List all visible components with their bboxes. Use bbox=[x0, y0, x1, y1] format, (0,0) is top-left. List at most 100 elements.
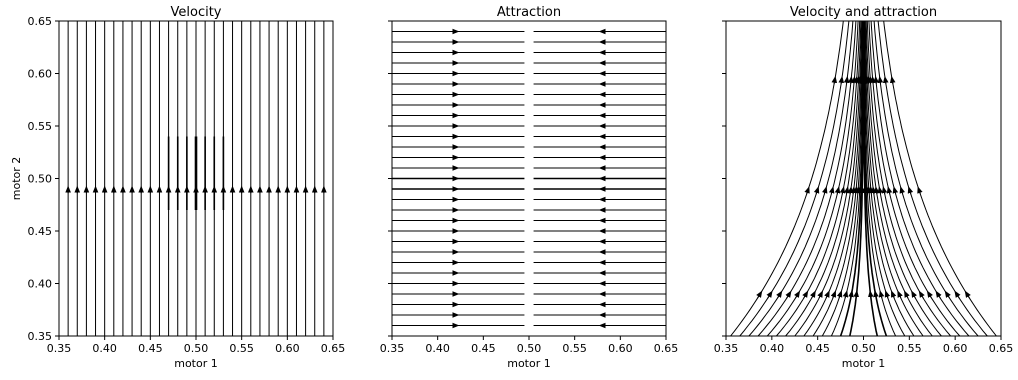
stream-arrow bbox=[853, 190, 854, 195]
panel-1: 0.35 0.40 0.45 0.50 0.55 0.60 0.65 0.35 0.40 0.45… bbox=[10, 5, 345, 370]
streamline bbox=[884, 21, 997, 336]
x-tick-label: 0.55 bbox=[229, 342, 254, 355]
stream-arrow bbox=[837, 190, 838, 195]
stream-arrow bbox=[892, 79, 893, 84]
panel-title: Velocity and attraction bbox=[790, 5, 937, 20]
x-tick-label: 0.35 bbox=[714, 342, 739, 355]
stream-arrow bbox=[812, 293, 815, 298]
stream-arrow bbox=[846, 190, 847, 195]
stream-arrow bbox=[880, 79, 881, 84]
streamline bbox=[740, 21, 849, 336]
streamlines bbox=[68, 21, 324, 336]
stream-arrow bbox=[913, 293, 916, 298]
streamline bbox=[804, 21, 862, 336]
y-tick-label: 0.35 bbox=[28, 330, 53, 343]
stream-arrow bbox=[834, 79, 835, 84]
streamlines bbox=[731, 21, 997, 336]
panel-title: Velocity bbox=[171, 5, 222, 20]
stream-arrow bbox=[947, 293, 950, 298]
stream-arrow bbox=[845, 293, 846, 298]
y-tick-label: 0.50 bbox=[28, 173, 53, 186]
x-tick-label: 0.40 bbox=[760, 342, 785, 355]
x-axis-label: motor 1 bbox=[174, 357, 218, 370]
x-tick-label: 0.45 bbox=[138, 342, 163, 355]
panel-2: 0.35 0.40 0.45 0.50 0.55 0.60 0.65 Attraction mo… bbox=[380, 5, 679, 370]
stream-arrow bbox=[839, 293, 841, 298]
stream-arrow bbox=[929, 293, 932, 298]
x-tick-label: 0.65 bbox=[989, 342, 1014, 355]
x-axis-label: motor 1 bbox=[842, 357, 886, 370]
stream-arrow bbox=[880, 190, 881, 195]
x-tick-label: 0.55 bbox=[897, 342, 922, 355]
stream-arrow bbox=[876, 190, 877, 195]
stream-arrow bbox=[826, 293, 828, 298]
stream-arrow bbox=[833, 293, 835, 298]
streamline bbox=[869, 21, 960, 336]
x-tick-label: 0.40 bbox=[425, 342, 450, 355]
stream-arrow bbox=[757, 293, 760, 298]
stream-arrow bbox=[850, 190, 851, 195]
streamline bbox=[758, 21, 856, 336]
y-axis-label: motor 2 bbox=[10, 157, 23, 201]
x-tick-label: 0.50 bbox=[851, 342, 876, 355]
stream-arrow bbox=[807, 190, 809, 195]
stream-arrow bbox=[881, 293, 882, 298]
stream-arrow bbox=[967, 293, 970, 298]
stream-arrow bbox=[787, 293, 790, 298]
x-tick-label: 0.45 bbox=[471, 342, 496, 355]
stream-arrow bbox=[831, 190, 832, 195]
streamline bbox=[878, 21, 987, 336]
x-tick-label: 0.40 bbox=[92, 342, 117, 355]
stream-arrow bbox=[777, 293, 780, 298]
x-tick-label: 0.35 bbox=[380, 342, 405, 355]
stream-arrow bbox=[894, 190, 895, 195]
streamlines bbox=[392, 32, 666, 326]
stream-arrow bbox=[919, 190, 921, 195]
x-axis-label: motor 1 bbox=[507, 357, 551, 370]
stream-arrow bbox=[906, 293, 908, 298]
x-tick-label: 0.65 bbox=[321, 342, 346, 355]
x-tick-label: 0.35 bbox=[47, 342, 72, 355]
x-tick-label: 0.45 bbox=[805, 342, 830, 355]
stream-arrow bbox=[846, 79, 847, 84]
x-tick-label: 0.50 bbox=[517, 342, 542, 355]
x-tick-label: 0.60 bbox=[608, 342, 633, 355]
stream-arrow bbox=[889, 190, 890, 195]
stream-arrow bbox=[956, 293, 959, 298]
y-tick-label: 0.40 bbox=[28, 278, 53, 291]
stream-arrow bbox=[842, 190, 843, 195]
x-tick-label: 0.60 bbox=[275, 342, 300, 355]
stream-arrow bbox=[937, 293, 940, 298]
stream-arrow bbox=[892, 293, 894, 298]
stream-arrow bbox=[841, 79, 842, 84]
stream-arrow bbox=[921, 293, 924, 298]
stream-arrow bbox=[886, 293, 888, 298]
y-tick-label: 0.45 bbox=[28, 225, 53, 238]
y-tick-label: 0.60 bbox=[28, 68, 53, 81]
stream-arrow bbox=[873, 190, 874, 195]
y-tick-label: 0.65 bbox=[28, 15, 53, 28]
x-tick-label: 0.50 bbox=[184, 342, 209, 355]
stream-arrow bbox=[804, 293, 807, 298]
stream-arrow bbox=[856, 293, 857, 298]
stream-arrow bbox=[885, 79, 886, 84]
stream-arrow bbox=[899, 293, 901, 298]
streamline bbox=[871, 21, 969, 336]
x-tick-label: 0.65 bbox=[654, 342, 679, 355]
stream-arrow bbox=[819, 293, 821, 298]
stream-arrow bbox=[909, 190, 910, 195]
stream-arrow bbox=[901, 190, 902, 195]
stream-arrow bbox=[795, 293, 798, 298]
stream-arrow bbox=[870, 293, 871, 298]
streamline bbox=[731, 21, 844, 336]
stream-arrow bbox=[816, 190, 817, 195]
x-tick-label: 0.55 bbox=[562, 342, 587, 355]
panel-title: Attraction bbox=[497, 5, 561, 20]
y-tick-label: 0.55 bbox=[28, 120, 53, 133]
stream-arrow bbox=[768, 293, 771, 298]
streamline bbox=[767, 21, 858, 336]
stream-arrow bbox=[824, 190, 825, 195]
